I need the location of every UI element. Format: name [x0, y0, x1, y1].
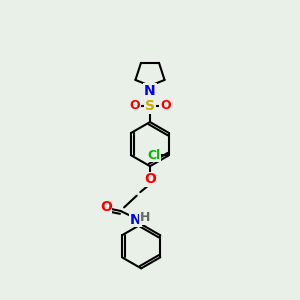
Text: O: O — [144, 172, 156, 186]
Text: O: O — [129, 99, 140, 112]
Text: H: H — [140, 211, 150, 224]
Text: N: N — [144, 83, 156, 98]
Text: O: O — [100, 200, 112, 214]
Text: N: N — [130, 213, 142, 227]
Text: S: S — [145, 99, 155, 113]
Text: Cl: Cl — [147, 149, 161, 162]
Text: O: O — [160, 99, 171, 112]
